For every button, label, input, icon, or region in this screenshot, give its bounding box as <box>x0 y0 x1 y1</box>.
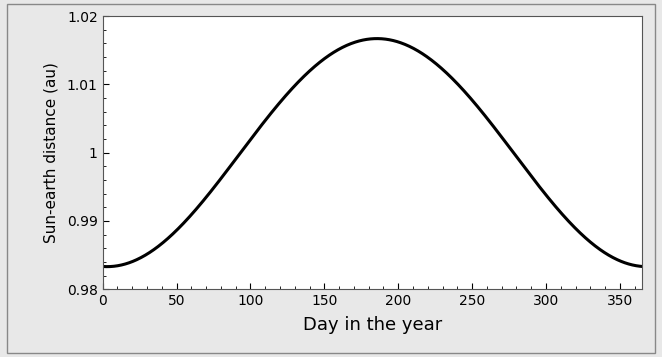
Y-axis label: Sun-earth distance (au): Sun-earth distance (au) <box>44 62 58 243</box>
X-axis label: Day in the year: Day in the year <box>303 316 442 335</box>
